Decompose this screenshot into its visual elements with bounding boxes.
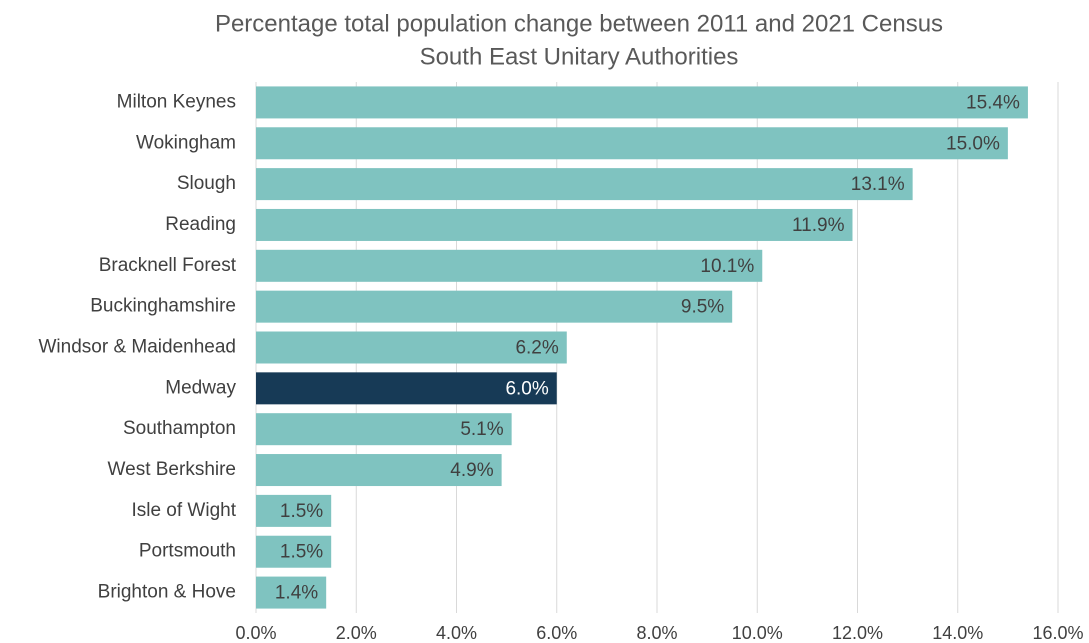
x-tick-label: 8.0%	[636, 623, 677, 643]
y-tick-label: Southampton	[123, 418, 236, 439]
y-tick-label: Slough	[177, 173, 236, 194]
bar	[256, 454, 502, 487]
bar	[256, 372, 557, 405]
chart-title: Percentage total population change betwe…	[215, 10, 943, 37]
x-tick-label: 12.0%	[832, 623, 883, 643]
value-label: 1.4%	[275, 583, 318, 604]
x-tick-label: 2.0%	[336, 623, 377, 643]
y-tick-label: Isle of Wight	[131, 500, 236, 521]
bar	[256, 331, 567, 364]
y-tick-label: Reading	[165, 214, 236, 235]
value-label: 4.9%	[450, 460, 493, 481]
x-tick-label: 4.0%	[436, 623, 477, 643]
bar	[256, 290, 733, 323]
y-tick-label: Portsmouth	[139, 541, 236, 562]
bar	[256, 127, 1008, 160]
bar	[256, 168, 913, 201]
value-label: 15.0%	[946, 133, 1000, 154]
value-label: 6.0%	[505, 378, 548, 399]
value-label: 10.1%	[700, 256, 754, 277]
y-tick-label: Brighton & Hove	[98, 582, 236, 603]
value-label: 5.1%	[460, 419, 503, 440]
value-label: 1.5%	[280, 501, 323, 522]
bar	[256, 576, 327, 609]
bar	[256, 249, 763, 282]
y-tick-label: Wokingham	[136, 132, 236, 153]
y-tick-label: Medway	[165, 377, 236, 398]
value-label: 9.5%	[681, 297, 724, 318]
value-label: 11.9%	[792, 215, 845, 236]
bar	[256, 208, 853, 241]
value-label: 15.4%	[966, 92, 1020, 113]
y-tick-label: West Berkshire	[108, 459, 236, 480]
bar	[256, 494, 332, 527]
value-label: 6.2%	[515, 338, 558, 359]
x-tick-label: 16.0%	[1032, 623, 1083, 643]
value-label: 1.5%	[280, 542, 323, 563]
y-tick-label: Milton Keynes	[117, 91, 236, 112]
chart-subtitle: South East Unitary Authorities	[420, 43, 739, 70]
bar	[256, 535, 332, 568]
value-label: 13.1%	[851, 174, 905, 195]
y-tick-label: Windsor & Maidenhead	[39, 337, 237, 358]
y-tick-label: Buckinghamshire	[90, 296, 236, 317]
x-tick-label: 0.0%	[235, 623, 276, 643]
x-tick-label: 6.0%	[536, 623, 577, 643]
bar	[256, 413, 512, 446]
x-tick-label: 14.0%	[932, 623, 983, 643]
y-tick-label: Bracknell Forest	[99, 255, 237, 276]
bar	[256, 86, 1028, 119]
x-tick-label: 10.0%	[732, 623, 783, 643]
